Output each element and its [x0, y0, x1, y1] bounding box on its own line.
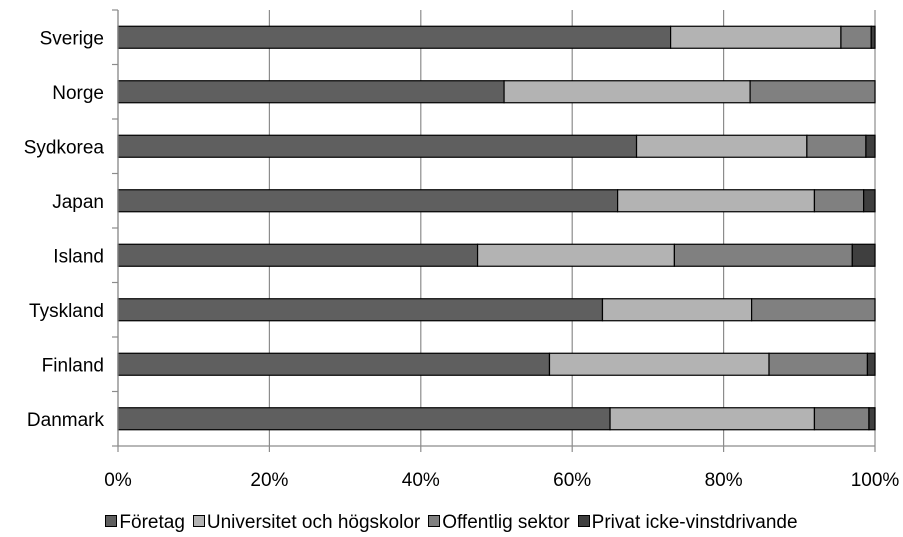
x-tick-label: 0%: [104, 470, 132, 491]
bars: [117, 25, 876, 431]
legend-label: Offentlig sektor: [442, 512, 570, 533]
legend-item: Privat icke-vinstdrivande: [577, 512, 798, 534]
y-tick-label: Finland: [42, 355, 104, 376]
bar-segment: [866, 352, 876, 376]
bar-segment: [670, 25, 842, 49]
bar-segment: [117, 134, 638, 158]
bar-segment: [868, 407, 876, 431]
y-tick-label: Danmark: [27, 410, 105, 431]
bar-segment: [117, 352, 551, 376]
legend-label: Privat icke-vinstdrivande: [591, 512, 798, 533]
legend-item: Företag: [105, 512, 185, 534]
x-tick-label: 80%: [705, 470, 743, 491]
legend-label: Företag: [119, 512, 185, 533]
legend-swatch: [105, 515, 118, 527]
bar-segment: [863, 189, 876, 213]
bar-segment: [673, 243, 853, 267]
gridlines: [117, 10, 876, 446]
bar-segment: [117, 25, 672, 49]
y-tick-labels: Sverige Norge Sydkorea Japan Island Tyskland F…: [24, 28, 105, 431]
y-tick-label: Island: [53, 246, 104, 267]
bar-segment: [548, 352, 770, 376]
bar-segment: [870, 25, 876, 49]
y-tick-label: Tyskland: [29, 301, 104, 322]
legend-item: Offentlig sektor: [428, 512, 570, 534]
bar-segment: [840, 25, 872, 49]
bar-segment: [865, 134, 876, 158]
y-tick-label: Norge: [52, 83, 104, 104]
bar-segment: [117, 80, 505, 104]
y-tick-label: Sydkorea: [24, 137, 105, 158]
y-tick-label: Japan: [52, 192, 104, 213]
x-tick-label: 60%: [553, 470, 591, 491]
bar-segment: [609, 407, 816, 431]
x-tick-label: 100%: [851, 470, 900, 491]
bar-segment: [503, 80, 751, 104]
legend-label: Universitet och högskolor: [206, 512, 421, 533]
axes: [112, 9, 876, 452]
bar-segment: [601, 298, 753, 322]
bar-segment: [768, 352, 869, 376]
x-tick-label: 20%: [250, 470, 288, 491]
bar-segment: [117, 298, 604, 322]
legend-item: Universitet och högskolor: [192, 512, 421, 534]
legend: Företag Universitet och högskolor Offentli…: [0, 512, 903, 534]
x-tick-labels: 0% 20% 40% 60% 80% 100%: [104, 470, 899, 491]
bar-segment: [117, 243, 479, 267]
legend-swatch: [577, 515, 590, 527]
bar-segment: [806, 134, 867, 158]
bar-segment: [851, 243, 876, 267]
y-tick-label: Sverige: [40, 28, 104, 49]
bar-segment: [751, 298, 876, 322]
bar-segment: [617, 189, 816, 213]
bar-segment: [749, 80, 876, 104]
legend-swatch: [192, 515, 205, 527]
bar-segment: [813, 189, 865, 213]
bar-segment: [117, 189, 619, 213]
bar-segment: [117, 407, 611, 431]
bar-segment: [635, 134, 808, 158]
legend-swatch: [428, 515, 441, 527]
bar-segment: [476, 243, 675, 267]
bar-segment: [813, 407, 870, 431]
x-tick-label: 40%: [402, 470, 440, 491]
